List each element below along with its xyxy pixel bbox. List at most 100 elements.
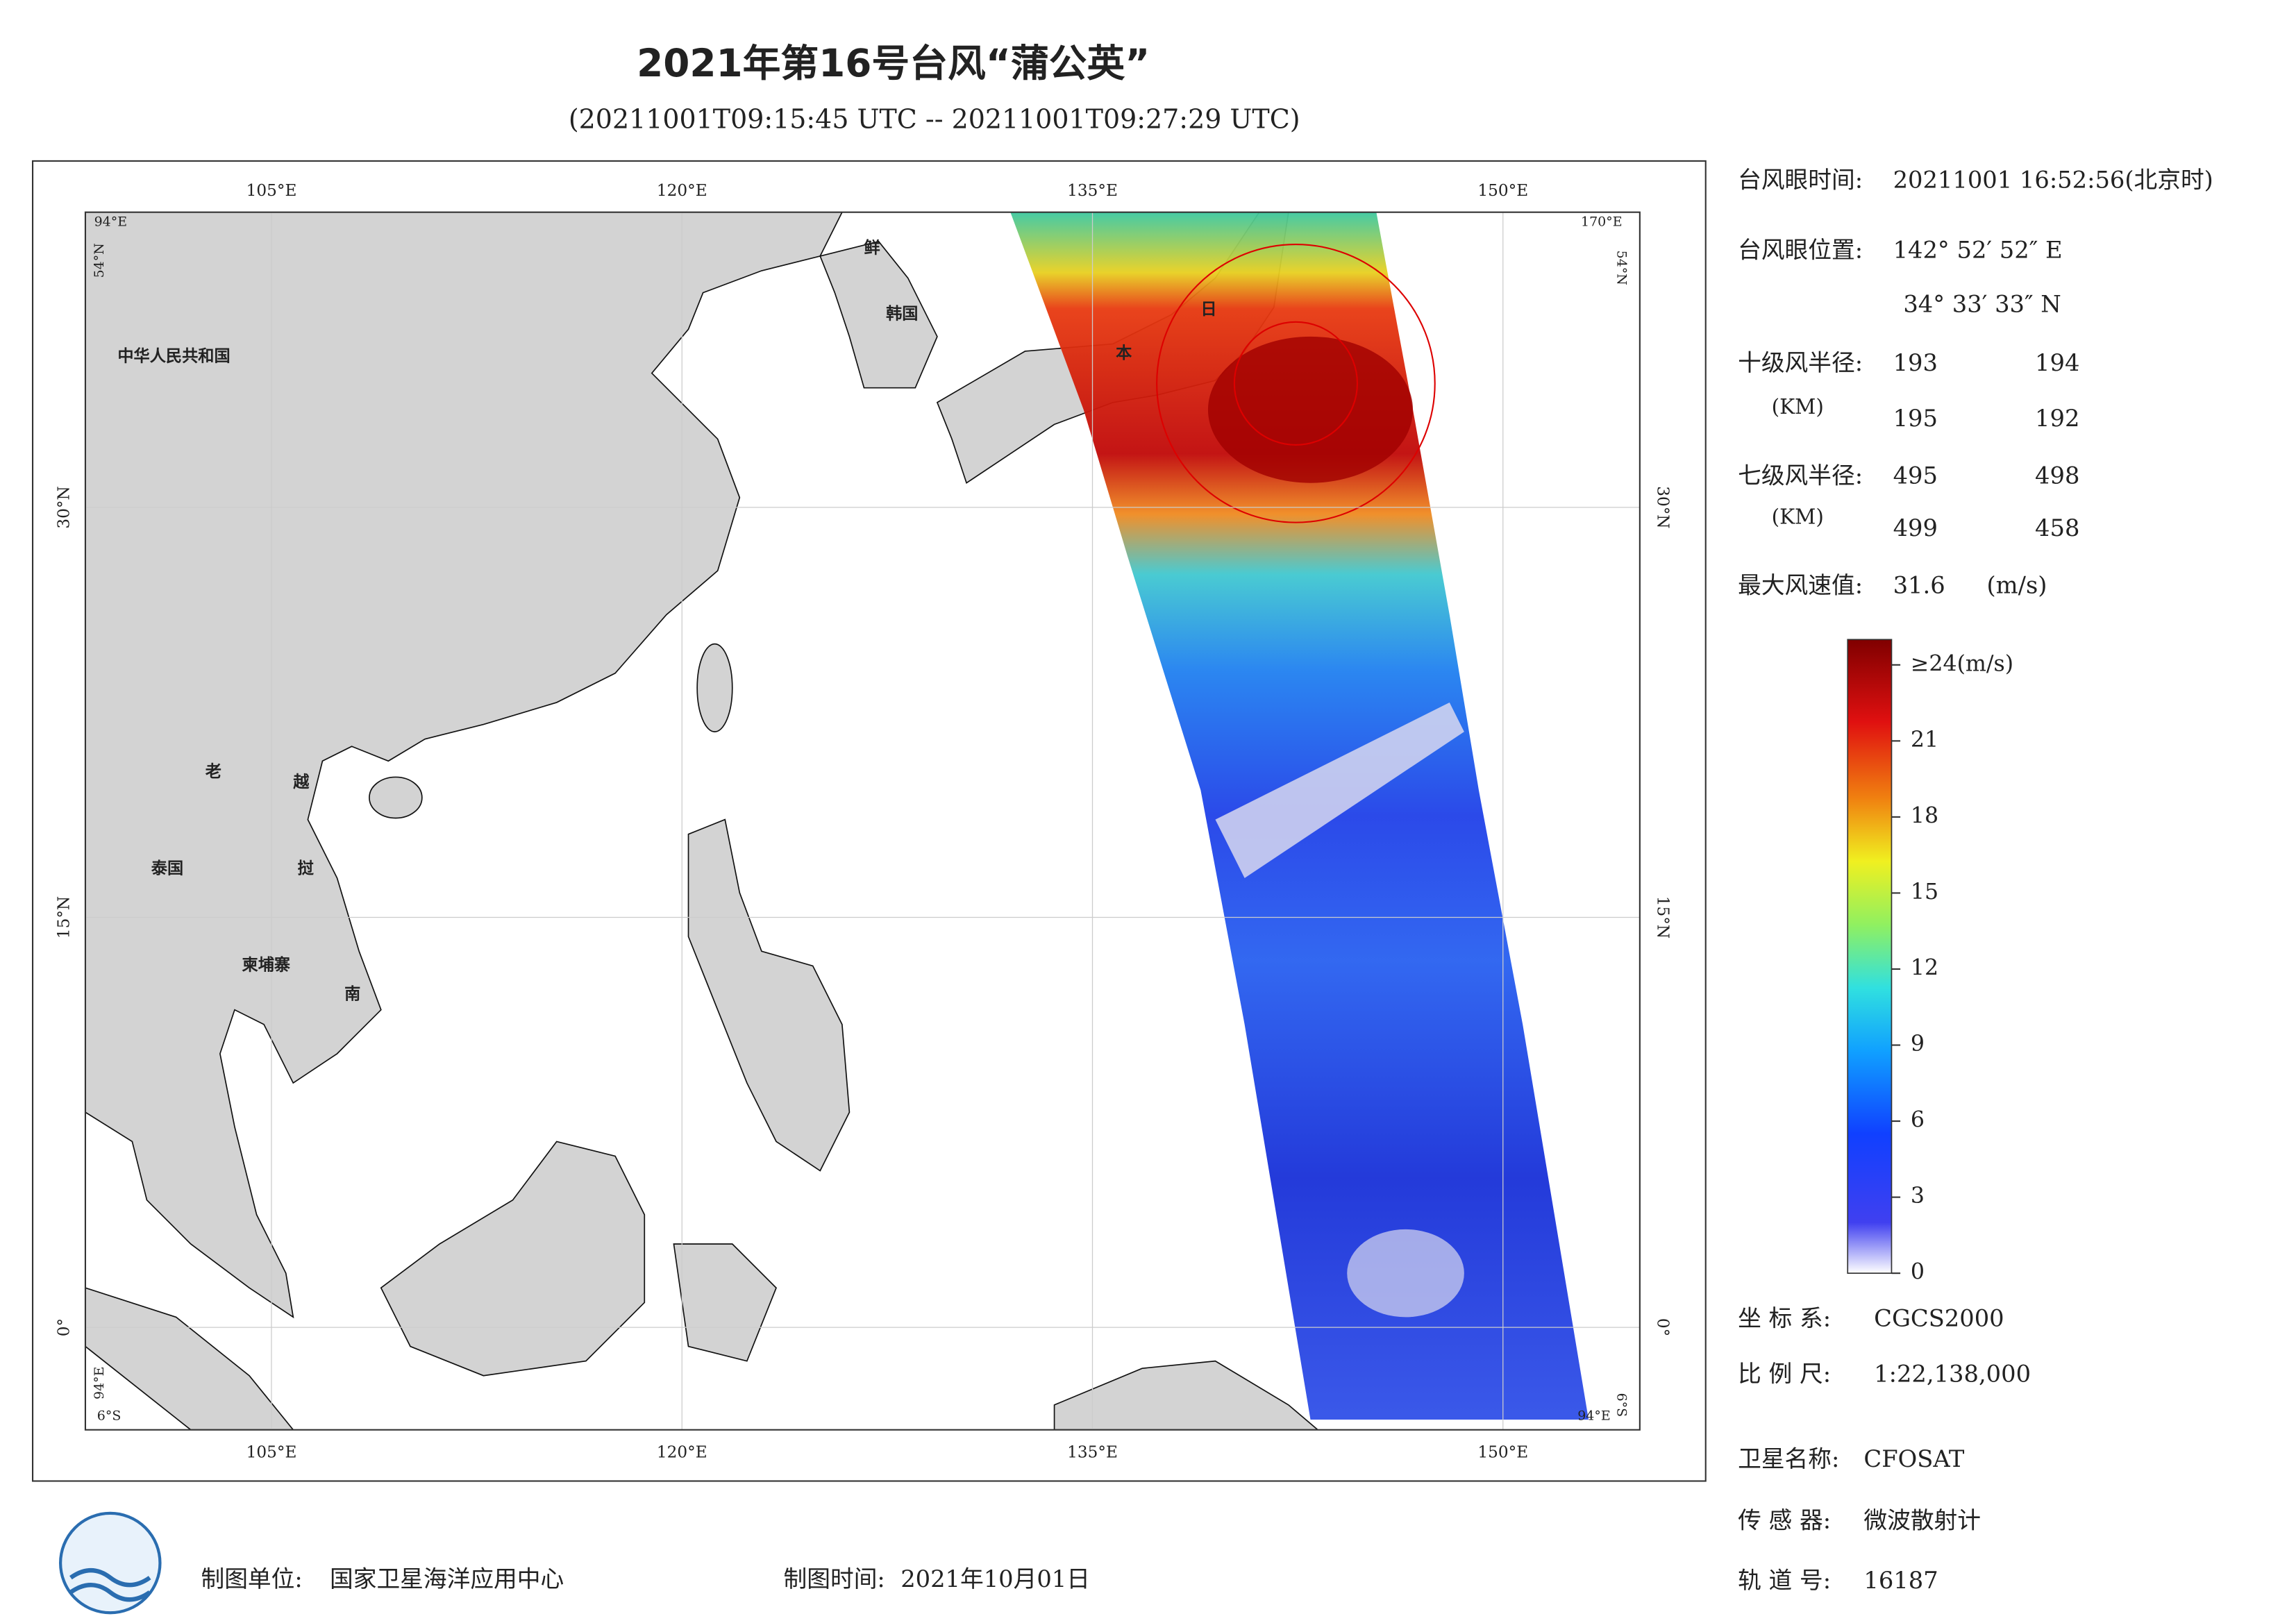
footer-label: 制图单位: bbox=[201, 1565, 302, 1592]
info-unit: (KM) bbox=[1772, 505, 1824, 528]
sulawesi bbox=[673, 1243, 778, 1362]
colorbar-tick-label: 6 bbox=[1911, 1108, 1925, 1133]
info-label: 传 感 器: bbox=[1738, 1507, 1831, 1534]
corner-label: 94°E bbox=[92, 1367, 107, 1399]
logo-ring bbox=[58, 1511, 162, 1615]
colorbar-tick-label: 12 bbox=[1911, 955, 1938, 980]
x-tick-label: 135°E bbox=[1067, 181, 1118, 200]
borneo bbox=[380, 1141, 646, 1377]
place-label: 本 bbox=[1116, 344, 1132, 362]
info-value: 192 bbox=[2035, 405, 2079, 432]
new-guinea bbox=[1053, 1360, 1319, 1430]
y-tick-label: 30°N bbox=[54, 486, 73, 528]
logo-wave bbox=[69, 1568, 151, 1588]
place-label: 越 bbox=[293, 773, 310, 791]
place-label: 韩国 bbox=[886, 304, 918, 323]
info-value: CFOSAT bbox=[1863, 1445, 1964, 1472]
info-label: 轨 道 号: bbox=[1738, 1567, 1831, 1594]
philippines bbox=[687, 818, 850, 1172]
info-label: 十级风半径: bbox=[1738, 349, 1863, 376]
info-value: 16187 bbox=[1863, 1567, 1938, 1594]
y-tick-label: 15°N bbox=[1653, 896, 1672, 939]
info-label: 比 例 尺: bbox=[1738, 1361, 1831, 1388]
info-label: 七级风半径: bbox=[1738, 462, 1863, 489]
x-tick-label: 105°E bbox=[246, 1443, 297, 1461]
y-tick-label: 30°N bbox=[1653, 486, 1672, 528]
footer-value: 2021年10月01日 bbox=[900, 1565, 1090, 1592]
colorbar-tick-label: ≥24(m/s) bbox=[1911, 651, 2013, 676]
footer-value: 国家卫星海洋应用中心 bbox=[330, 1565, 564, 1592]
place-label: 柬埔寨 bbox=[242, 955, 291, 974]
info-panel: 台风眼时间: 20211001 16:52:56(北京时) 台风眼位置: 142… bbox=[1738, 166, 2213, 1594]
logo-wave bbox=[69, 1583, 151, 1602]
x-tick-label: 135°E bbox=[1067, 1443, 1118, 1461]
corner-label: 6°S bbox=[97, 1408, 121, 1424]
info-value: 498 bbox=[2035, 462, 2079, 489]
corner-label: 6°S bbox=[1614, 1393, 1629, 1418]
place-label: 日 bbox=[1200, 300, 1216, 319]
x-tick-label: 105°E bbox=[246, 181, 297, 200]
colorbar-tick-label: 18 bbox=[1911, 803, 1938, 828]
info-value: 微波散射计 bbox=[1863, 1507, 1981, 1534]
map-frame bbox=[84, 211, 1641, 1431]
info-unit: (m/s) bbox=[1987, 571, 2047, 598]
logo bbox=[58, 1511, 162, 1615]
info-value: 34° 33′ 33″ N bbox=[1903, 291, 2061, 318]
subtitle: (20211001T09:15:45 UTC -- 20211001T09:27… bbox=[569, 103, 1300, 134]
info-label: 台风眼时间: bbox=[1738, 166, 1863, 193]
info-value: 194 bbox=[2035, 349, 2079, 376]
info-value: 20211001 16:52:56(北京时) bbox=[1893, 166, 2213, 193]
footer-label: 制图时间: bbox=[784, 1565, 885, 1592]
taiwan bbox=[696, 643, 733, 732]
place-label: 泰国 bbox=[151, 859, 183, 877]
colorbar-tick-label: 3 bbox=[1911, 1184, 1925, 1209]
info-value: 458 bbox=[2035, 514, 2079, 541]
footer: 制图单位: 国家卫星海洋应用中心 制图时间: 2021年10月01日 bbox=[201, 1565, 1090, 1592]
asia-mainland bbox=[85, 212, 843, 1319]
x-tick-label: 120°E bbox=[657, 1443, 707, 1461]
place-label: 中华人民共和国 bbox=[117, 346, 230, 365]
info-unit: (KM) bbox=[1772, 395, 1824, 419]
place-label: 老 bbox=[205, 762, 221, 781]
info-label: 卫星名称: bbox=[1738, 1445, 1839, 1472]
info-value: 1:22,138,000 bbox=[1874, 1361, 2031, 1388]
info-value: 31.6 bbox=[1893, 571, 1945, 598]
colorbar-tick-label: 21 bbox=[1911, 728, 1938, 752]
map-area bbox=[85, 212, 1640, 1430]
title: 2021年第16号台风“蒲公英” bbox=[637, 41, 1150, 85]
corner-label: 54°N bbox=[92, 243, 107, 278]
info-label: 最大风速值: bbox=[1738, 571, 1863, 598]
colorbar-tick-label: 9 bbox=[1911, 1032, 1925, 1057]
calm-band bbox=[1215, 702, 1464, 878]
korea bbox=[819, 240, 938, 389]
info-value: CGCS2000 bbox=[1874, 1305, 2004, 1332]
place-label: 挝 bbox=[298, 859, 315, 877]
x-tick-label: 150°E bbox=[1477, 1443, 1528, 1461]
info-value: 142° 52′ 52″ E bbox=[1893, 237, 2063, 264]
corner-label: 170°E bbox=[1581, 214, 1623, 229]
calm-area bbox=[1347, 1229, 1464, 1318]
y-tick-label: 0° bbox=[54, 1318, 73, 1336]
r10-circle bbox=[1233, 321, 1359, 446]
corner-label: 94°E bbox=[1577, 1408, 1610, 1424]
r7-circle bbox=[1156, 244, 1436, 523]
info-label: 台风眼位置: bbox=[1738, 237, 1863, 264]
hainan bbox=[369, 776, 423, 819]
place-label: 鲜 bbox=[864, 238, 880, 257]
info-value: 499 bbox=[1893, 514, 1938, 541]
corner-label: 54°N bbox=[1614, 251, 1629, 285]
info-value: 195 bbox=[1893, 405, 1938, 432]
colorbar bbox=[1847, 639, 1893, 1274]
colorbar-tick-label: 15 bbox=[1911, 880, 1938, 905]
x-tick-label: 150°E bbox=[1477, 181, 1528, 200]
corner-labels: 94°E 54°N 170°E 54°N 6°S 94°E 6°S 94°E bbox=[92, 214, 1629, 1423]
outer-frame bbox=[31, 160, 1707, 1482]
colorbar-tick-label: 0 bbox=[1911, 1260, 1925, 1285]
place-labels: 中华人民共和国 老 越 泰国 挝 柬埔寨 南 鲜 韩国 日 本 bbox=[117, 238, 1216, 1003]
y-tick-label: 15°N bbox=[54, 896, 73, 939]
info-label: 坐 标 系: bbox=[1738, 1305, 1831, 1332]
sumatra bbox=[85, 1287, 294, 1430]
wind-core bbox=[1207, 336, 1414, 483]
corner-label: 94°E bbox=[94, 214, 127, 229]
